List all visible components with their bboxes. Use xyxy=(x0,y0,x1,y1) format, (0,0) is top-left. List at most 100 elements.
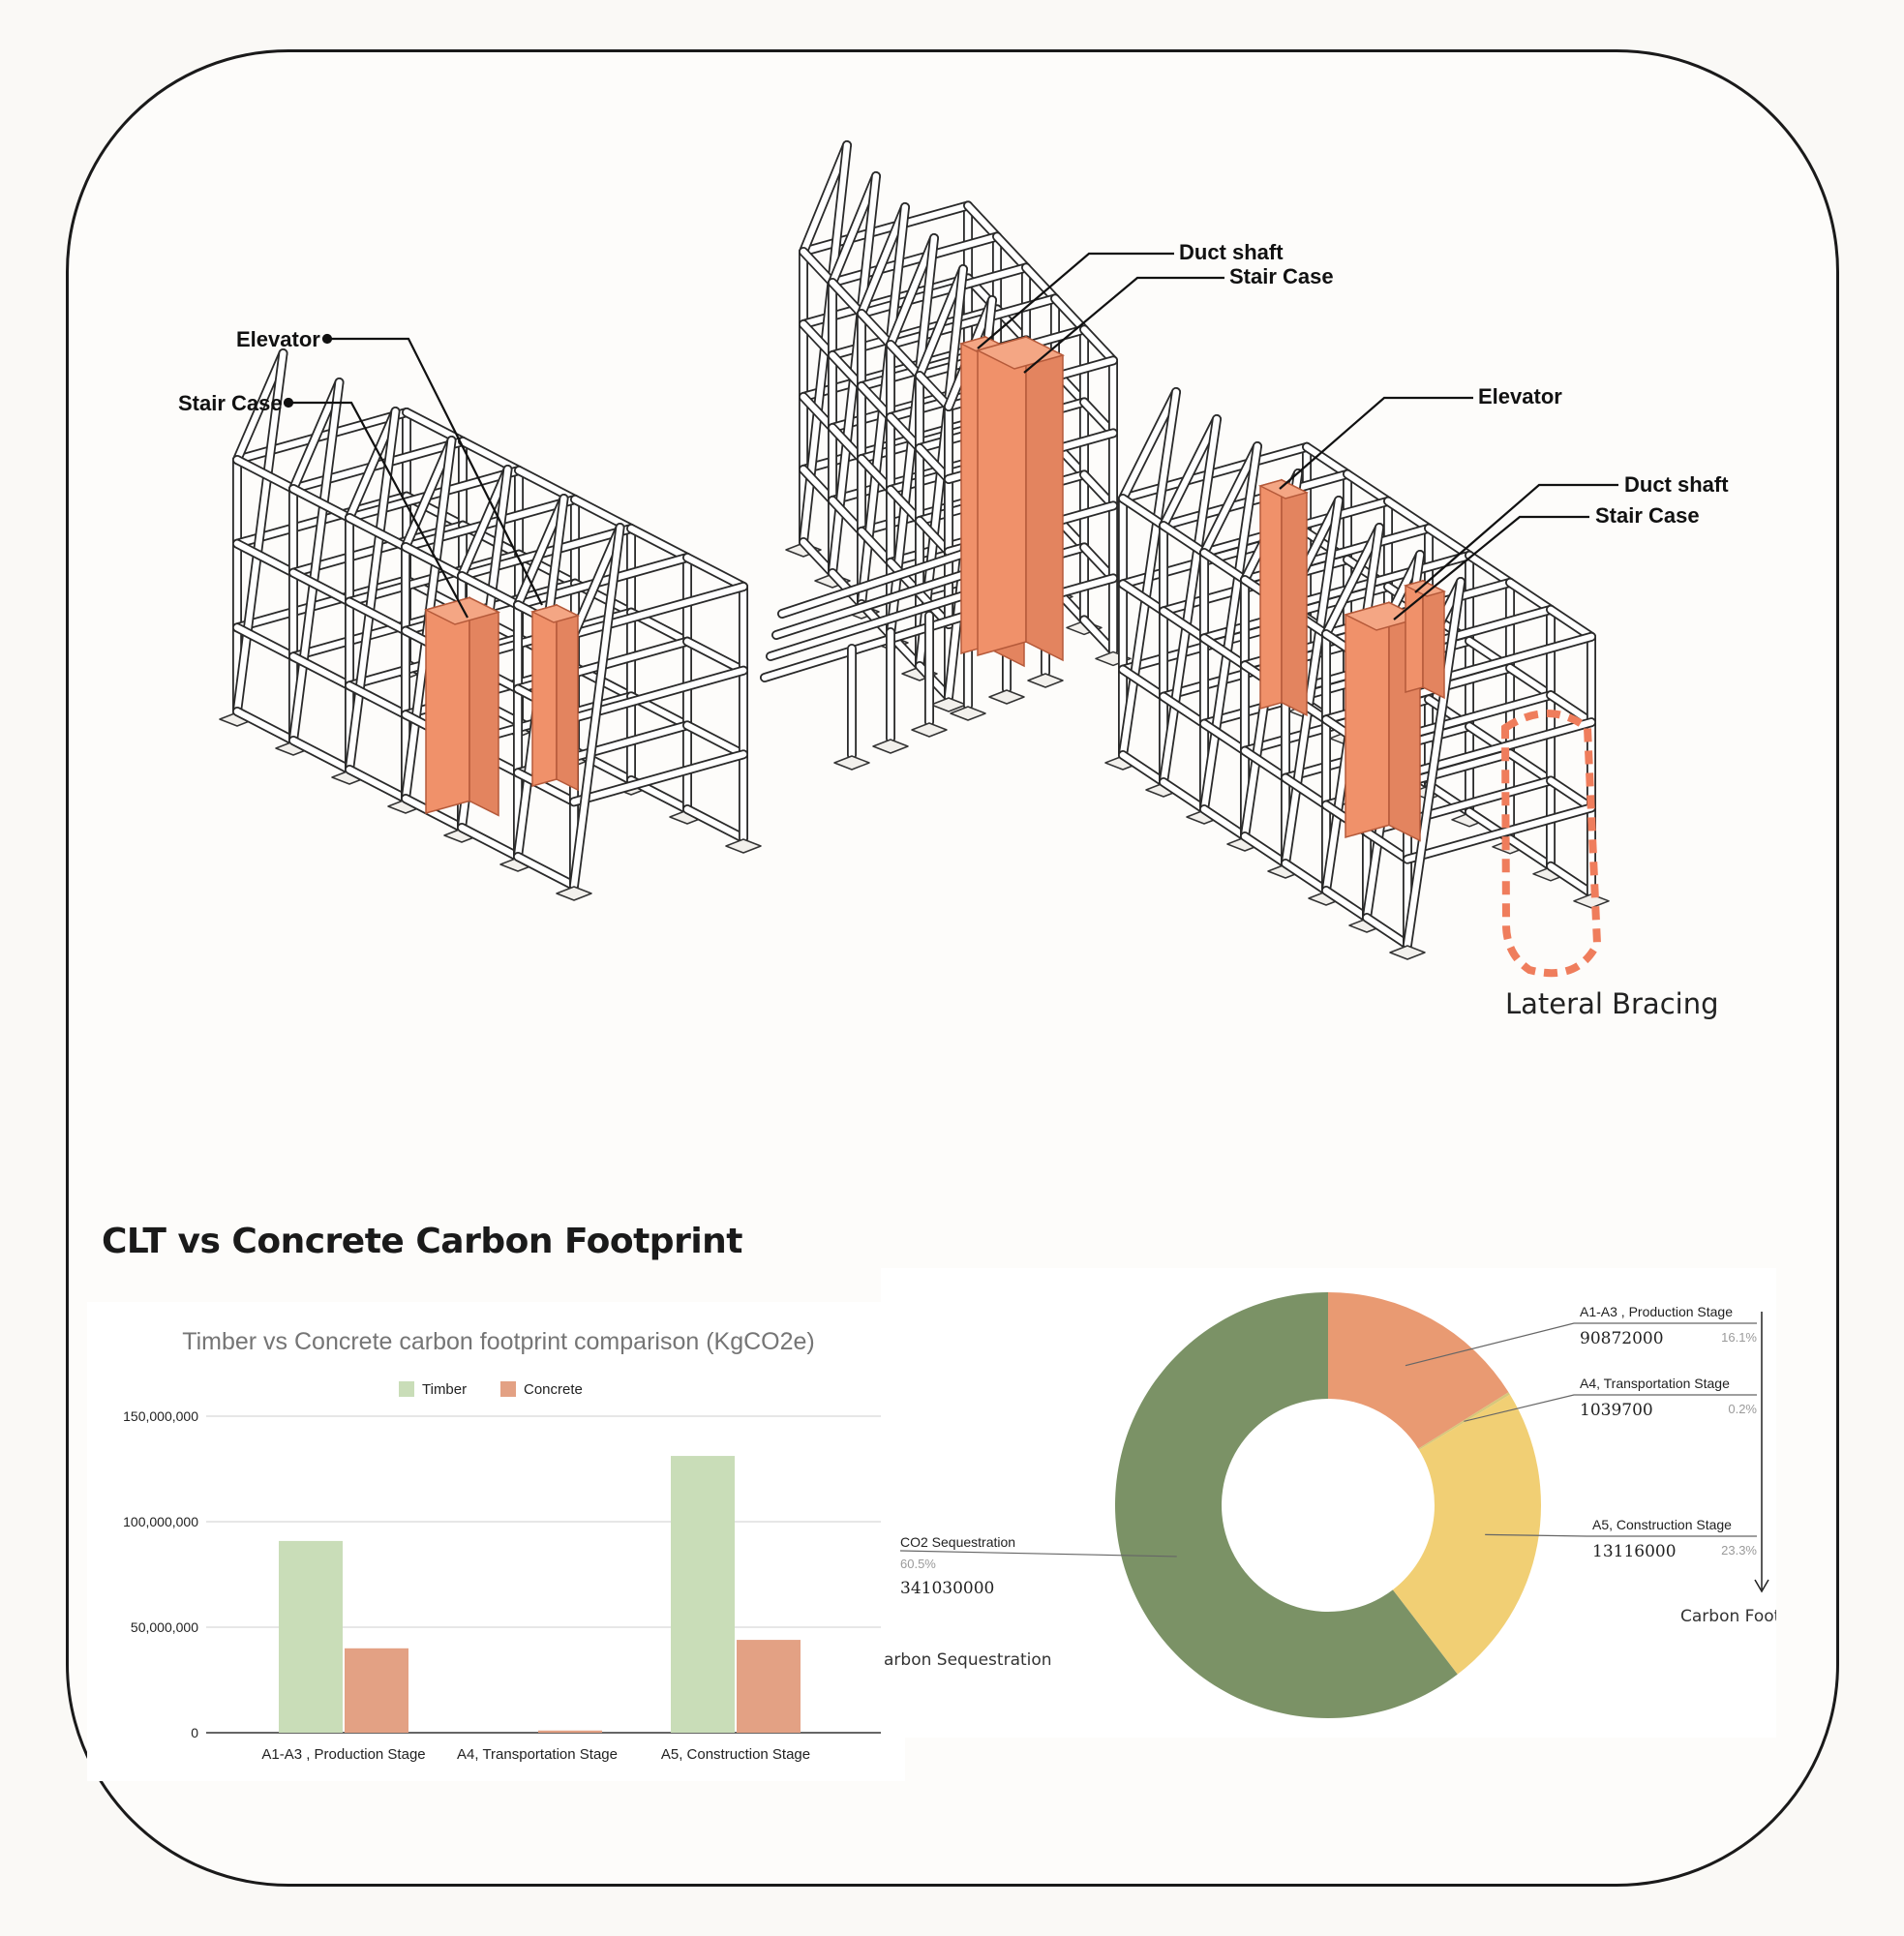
right-wing-longitudinal-fill xyxy=(1344,470,1392,504)
leader-center-stair xyxy=(1023,276,1224,374)
right-wing-longitudinal-fill xyxy=(1547,862,1595,896)
x-category-label: A5, Construction Stage xyxy=(661,1746,810,1763)
donut-slice-0 xyxy=(1328,1292,1509,1449)
left-wing-longitudinal-fill xyxy=(233,456,297,493)
right-wing-longitudinal-fill xyxy=(1160,693,1208,727)
donut-slice-pct-0: 16.1% xyxy=(1721,1330,1757,1345)
callout-right-elevator: Elevator xyxy=(1478,384,1562,408)
donut-chart: A1-A3 , Production Stage 90872000 16.1% A4,… xyxy=(884,1292,1776,1718)
right-wing-longitudinal-fill xyxy=(1363,829,1411,862)
right-wing-longitudinal-fill xyxy=(1322,887,1371,922)
right-duct-core-side xyxy=(1422,579,1445,700)
footing-pad xyxy=(988,689,1025,705)
right-duct-core-top xyxy=(1403,580,1447,597)
footing-pad xyxy=(556,886,592,901)
footing-pad xyxy=(872,739,909,754)
left-wing-floor-beam-fill xyxy=(570,751,747,805)
donut-chart-panel: A1-A3 , Production Stage 90872000 16.1% A4,… xyxy=(881,1268,1776,1738)
leader-dot-left-stair xyxy=(283,397,294,408)
leader-dot-left-elevator xyxy=(321,333,333,345)
right-wing-longitudinal-fill xyxy=(1241,747,1289,781)
donut-leader-1 xyxy=(1464,1394,1757,1422)
callout-center-duct: Duct shaft xyxy=(1179,240,1284,264)
center-tower-rafter-fill xyxy=(887,234,938,348)
center-stair-core xyxy=(977,336,1027,656)
left-wing-floor-beam-fill xyxy=(570,667,747,721)
left-wing-floor-beam-fill xyxy=(346,467,523,522)
left-wing-rafter-fill xyxy=(402,437,455,551)
donut-slice-label-0: A1-A3 , Production Stage xyxy=(1580,1304,1733,1319)
left-wing-rafter-fill xyxy=(458,466,511,580)
right-stair-core xyxy=(1345,601,1390,838)
left-wing-longitudinal-fill xyxy=(683,722,747,758)
left-wing-floor-beam-fill xyxy=(402,496,579,551)
leader-right-duct xyxy=(1414,483,1618,593)
center-stair-core-side xyxy=(1025,335,1064,662)
bar-chart-title: Timber vs Concrete carbon footprint comp… xyxy=(182,1328,815,1355)
y-tick-label: 50,000,000 xyxy=(131,1619,198,1635)
left-wing-longitudinal-fill xyxy=(627,525,691,561)
left-wing-longitudinal-fill xyxy=(402,543,466,580)
center-tower-longitudinal-fill xyxy=(916,372,952,410)
leader-right-stair xyxy=(1393,515,1589,620)
donut-leader-3 xyxy=(899,1550,1177,1558)
donut-slice-3 xyxy=(1114,1292,1458,1718)
lateral-bracing-label: Lateral Bracing xyxy=(1505,987,1719,1020)
left-wing-longitudinal-fill xyxy=(289,737,353,773)
bar-concrete-1 xyxy=(538,1730,602,1733)
right-wing-longitudinal-fill xyxy=(1303,443,1351,477)
footprint-arrow-head xyxy=(1754,1579,1769,1593)
center-stair-core-top xyxy=(975,336,1066,370)
left-wing-rafter-fill xyxy=(570,524,623,638)
left-wing-rafter-fill xyxy=(346,408,399,522)
y-tick-label: 100,000,000 xyxy=(123,1514,198,1529)
left-wing-longitudinal-fill xyxy=(233,708,297,744)
right-wing-floor-beam-fill xyxy=(1119,443,1311,502)
right-wing-diagonal-fill xyxy=(1200,442,1261,813)
left-wing-rafter-fill xyxy=(289,378,343,493)
donut-slice-label-2: A5, Construction Stage xyxy=(1592,1517,1732,1532)
right-wing-longitudinal-fill xyxy=(1282,774,1330,808)
left-stair-core-top xyxy=(423,596,501,625)
right-wing-longitudinal-fill xyxy=(1506,579,1555,613)
leader-left-stair xyxy=(288,401,468,619)
footing-pad xyxy=(911,722,948,738)
right-wing-floor-beam-fill xyxy=(1282,552,1473,611)
footing-pad xyxy=(833,755,870,771)
right-elevator-core-side xyxy=(1281,478,1308,717)
center-tower-longitudinal-fill xyxy=(964,202,1001,240)
footing-pad xyxy=(725,838,762,854)
legend-swatch-concrete xyxy=(500,1381,516,1397)
left-wing-longitudinal-fill xyxy=(233,540,297,576)
right-wing-diagonal-fill xyxy=(1404,578,1465,949)
footing-pad xyxy=(950,706,986,721)
center-tower-longitudinal-fill xyxy=(800,248,836,287)
right-wing-longitudinal-fill xyxy=(1282,860,1330,894)
left-elevator-core xyxy=(531,604,558,787)
right-wing-longitudinal-fill xyxy=(1547,777,1595,811)
x-category-label: A1-A3 , Production Stage xyxy=(261,1746,425,1763)
right-wing-longitudinal-fill xyxy=(1160,522,1208,557)
leader-left-elevator xyxy=(327,337,543,606)
legend-label-timber: Timber xyxy=(422,1381,467,1398)
callout-center-stair: Stair Case xyxy=(1229,264,1334,288)
left-wing-rafter-fill xyxy=(514,495,567,609)
donut-slice-value-0: 90872000 xyxy=(1580,1329,1664,1348)
left-wing-longitudinal-fill xyxy=(233,624,297,660)
center-tower-longitudinal-fill xyxy=(887,341,923,379)
lateral-bracing-highlight xyxy=(1500,710,1602,978)
right-wing-longitudinal-fill xyxy=(1200,720,1249,754)
left-wing-longitudinal-fill xyxy=(289,653,353,689)
right-wing-diagonal-fill xyxy=(1282,497,1343,867)
center-tower-rafter-fill xyxy=(916,265,967,379)
donut-slice-pct-3: 60.5% xyxy=(900,1557,936,1571)
right-wing-floor-beam-fill xyxy=(1404,804,1595,862)
legend-label-concrete: Concrete xyxy=(524,1381,583,1398)
left-wing-longitudinal-fill xyxy=(346,682,409,718)
bar-chart-panel: Timber vs Concrete carbon footprint comp… xyxy=(87,1302,905,1781)
left-wing-floor-beam-fill xyxy=(233,408,410,464)
footing-pad xyxy=(1027,673,1064,688)
left-wing-longitudinal-fill xyxy=(346,766,409,802)
footing-pad xyxy=(1389,945,1426,960)
left-wing-rafter-fill xyxy=(233,349,287,464)
